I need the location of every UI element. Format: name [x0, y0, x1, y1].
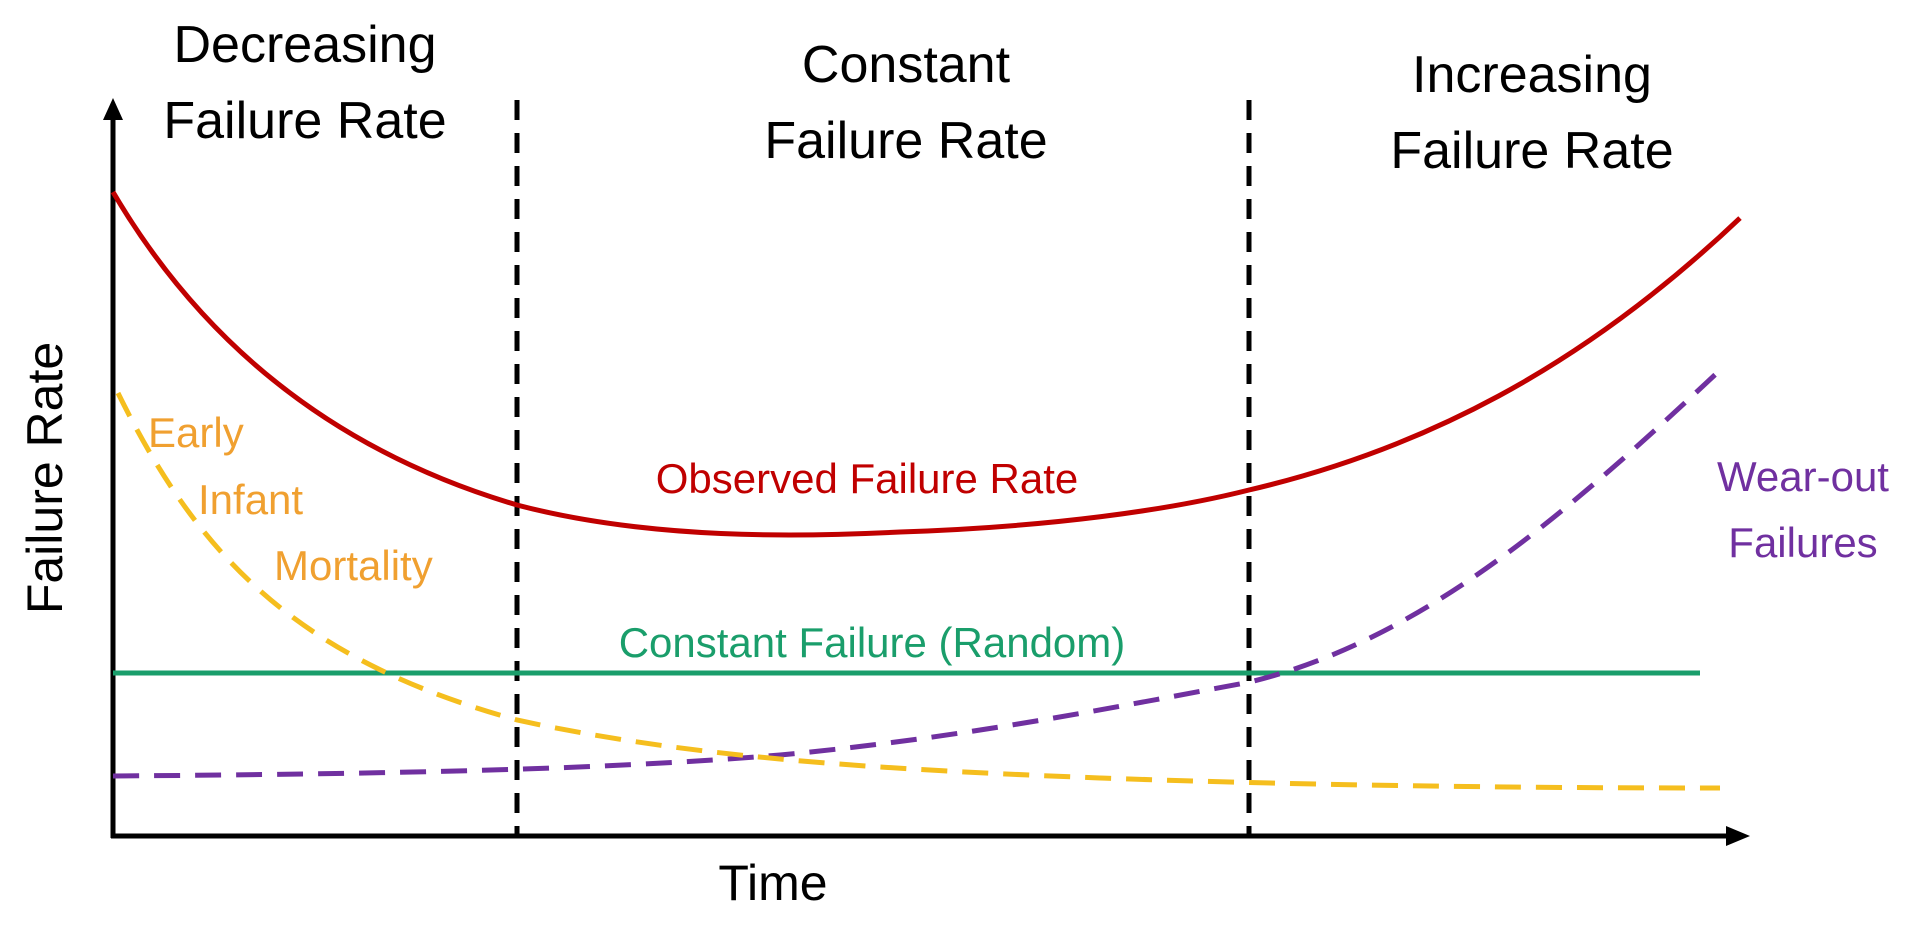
early-mortality-curve [115, 391, 1721, 791]
x-axis-label: Time [718, 855, 827, 911]
y-axis-arrow [103, 98, 123, 120]
constant-failure-label: Constant Failure (Random) [619, 619, 1126, 666]
early-mortality-label-line2: Infant [198, 476, 303, 523]
region-title-increasing-line2: Failure Rate [1390, 122, 1673, 180]
y-axis-label: Failure Rate [17, 342, 73, 614]
wearout-failures-label-line1: Wear-out [1717, 453, 1889, 500]
region-title-constant-line1: Constant [802, 36, 1011, 94]
region-title-increasing-line1: Increasing [1412, 46, 1652, 104]
wearout-failures-curve [112, 370, 1720, 779]
observed-failure-rate-label: Observed Failure Rate [656, 455, 1079, 502]
wearout-failures-label-line2: Failures [1728, 519, 1877, 566]
region-title-constant-line2: Failure Rate [764, 112, 1047, 170]
region-title-decreasing-line2: Failure Rate [163, 92, 446, 150]
early-mortality-label-line1: Early [148, 409, 244, 456]
observed-failure-rate-curve [110, 190, 1742, 538]
early-mortality-label-line3: Mortality [274, 542, 433, 589]
x-axis-arrow [1726, 826, 1750, 846]
region-title-decreasing-line1: Decreasing [173, 16, 436, 74]
